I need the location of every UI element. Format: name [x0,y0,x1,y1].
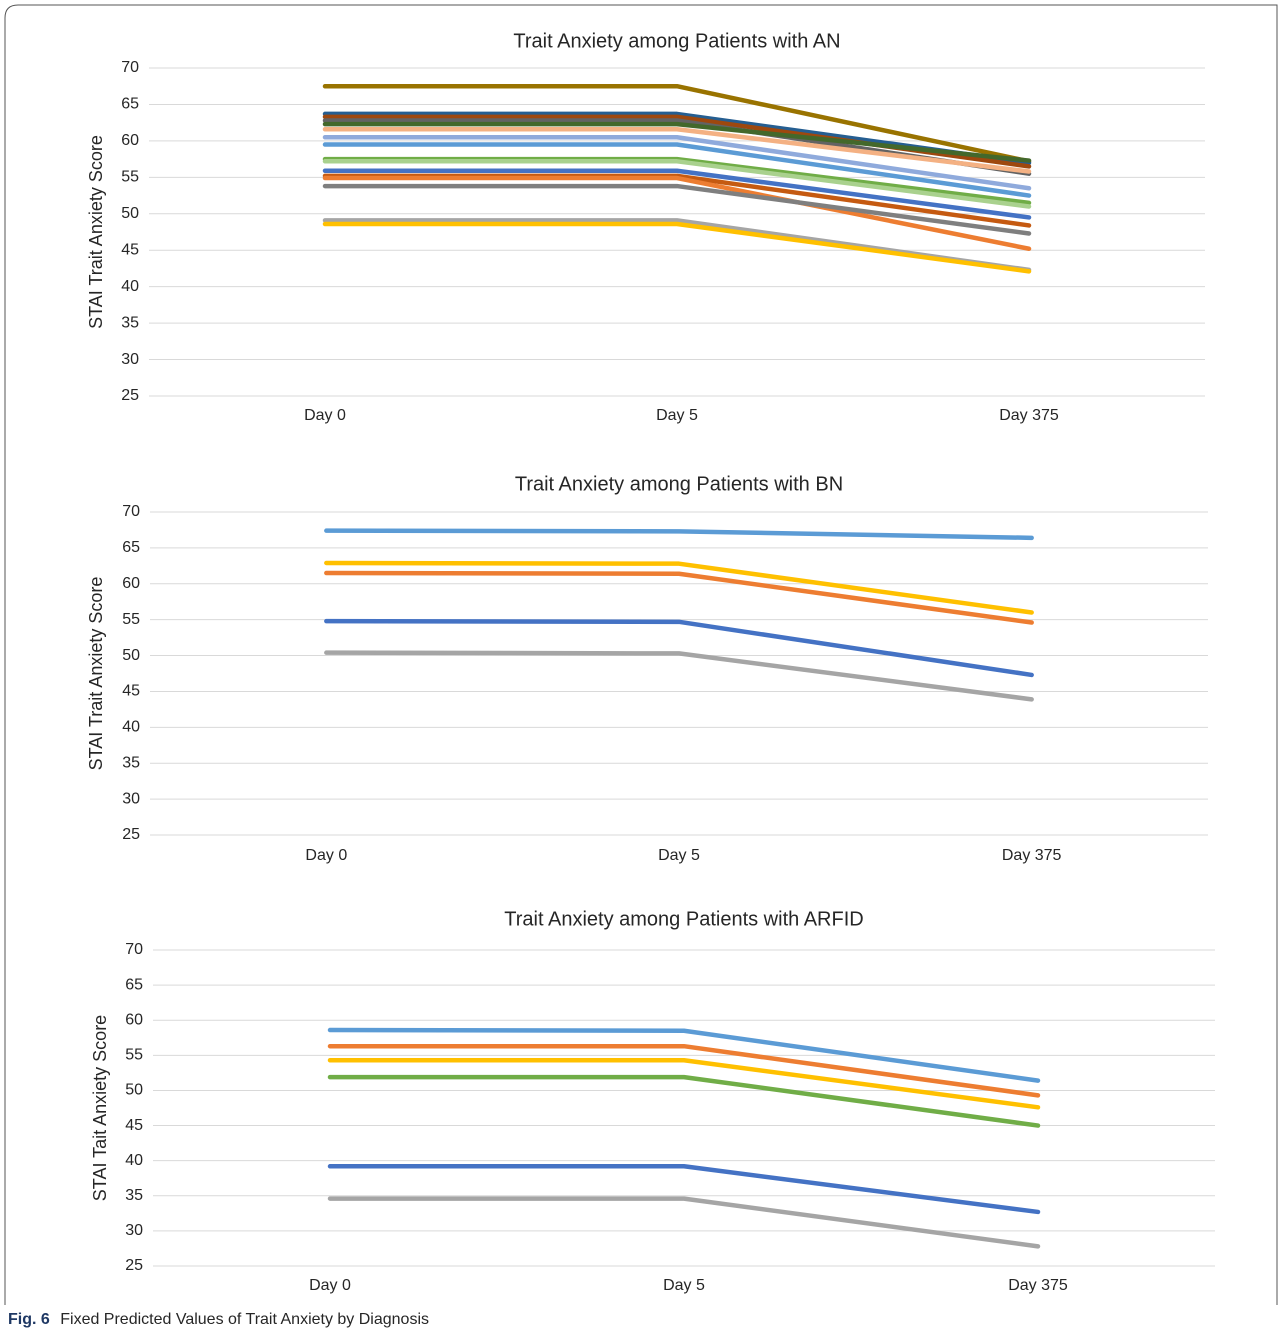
y-tick-label: 30 [121,351,139,368]
chart-title: Trait Anxiety among Patients with ARFID [504,908,863,930]
y-tick-label: 45 [125,1117,143,1134]
series-line [327,1196,1041,1249]
series-line [327,1043,1041,1098]
y-tick-label: 55 [125,1047,143,1064]
series-line [327,1027,1041,1083]
series-line [324,570,1034,625]
series-line [324,528,1034,541]
series-line [322,134,1032,191]
series-line [322,175,1032,252]
x-tick-label: Day 0 [304,407,346,424]
series-line [327,1074,1041,1128]
y-tick-label: 65 [121,96,139,113]
series-line [324,618,1034,678]
y-tick-label: 35 [121,314,139,331]
x-tick-label: Day 375 [999,407,1059,424]
series-line [322,121,1032,163]
y-tick-label: 55 [122,611,140,628]
y-tick-label: 45 [121,241,139,258]
series-line [324,650,1034,702]
series-line [322,221,1032,274]
x-tick-label: Day 5 [663,1277,705,1294]
y-tick-label: 40 [125,1152,143,1169]
y-tick-label: 25 [125,1257,143,1274]
y-tick-label: 35 [125,1187,143,1204]
series-line [322,183,1032,236]
x-tick-label: Day 0 [309,1277,351,1294]
y-tick-label: 25 [122,826,140,843]
x-tick-label: Day 5 [656,407,698,424]
figure-frame [4,4,1278,1305]
chart-title: Trait Anxiety among Patients with AN [513,30,840,52]
series-line [322,168,1032,220]
y-tick-label: 45 [122,683,140,700]
series-line [327,1164,1041,1215]
y-axis-label: STAI Trait Anxiety Score [86,577,106,771]
x-tick-label: Day 5 [658,847,700,864]
y-tick-label: 50 [122,647,140,664]
y-tick-label: 60 [122,575,140,592]
y-tick-label: 30 [125,1222,143,1239]
series-line [324,560,1034,615]
series-line [322,142,1032,198]
y-tick-label: 50 [125,1082,143,1099]
x-tick-label: Day 0 [305,847,347,864]
chart: Trait Anxiety among Patients with AN STAI… [86,30,1205,424]
y-tick-label: 35 [122,754,140,771]
y-tick-label: 70 [125,941,143,958]
chart: Trait Anxiety among Patients with ARFID S… [90,908,1215,1294]
chart: Trait Anxiety among Patients with BN STAI… [86,473,1208,864]
y-tick-label: 30 [122,790,140,807]
y-tick-label: 60 [125,1011,143,1028]
x-tick-label: Day 375 [1002,847,1062,864]
y-axis-label: STAI Tait Anxiety Score [90,1015,110,1201]
series-line [327,1058,1041,1110]
caption-label: Fig. 6 [8,1311,50,1328]
series-line [322,83,1032,164]
x-tick-label: Day 375 [1008,1277,1068,1294]
figure-caption: Fig. 6 Fixed Predicted Values of Trait A… [8,1311,429,1328]
y-tick-label: 40 [122,719,140,736]
y-tick-label: 65 [125,976,143,993]
chart-title: Trait Anxiety among Patients with BN [515,473,843,495]
y-tick-label: 60 [121,132,139,149]
y-axis-label: STAI Trait Anxiety Score [86,135,106,329]
y-tick-label: 70 [122,503,140,520]
caption-text: Fixed Predicted Values of Trait Anxiety … [60,1311,429,1328]
y-tick-label: 40 [121,278,139,295]
y-tick-label: 65 [122,539,140,556]
y-tick-label: 25 [121,387,139,404]
series-line [322,126,1032,174]
y-tick-label: 70 [121,59,139,76]
series-line [322,159,1032,209]
y-tick-label: 50 [121,205,139,222]
y-tick-label: 55 [121,169,139,186]
